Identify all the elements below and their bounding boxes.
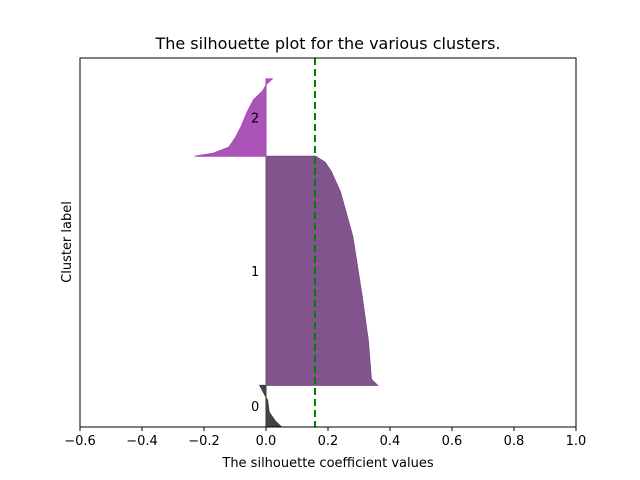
x-axis: −0.6 −0.4 −0.2 0.0 0.2 0.4 0.6 0.8 1.0 [64, 427, 586, 449]
cluster-1-silhouette [265, 155, 379, 386]
cluster-2-label: 2 [251, 112, 259, 127]
x-axis-label: The silhouette coefficient values [221, 456, 433, 471]
x-tick-label: −0.4 [126, 434, 158, 449]
plot-area: 0 1 2 [194, 58, 379, 428]
y-axis-label: Cluster label [60, 201, 75, 283]
chart-title: The silhouette plot for the various clus… [154, 34, 500, 53]
x-tick-label: 0.0 [256, 434, 277, 449]
cluster-1-label: 1 [251, 265, 259, 280]
x-tick-label: 0.2 [318, 434, 339, 449]
cluster-0-silhouette [258, 384, 283, 428]
cluster-2-silhouette [194, 78, 274, 157]
x-tick-label: −0.2 [188, 434, 220, 449]
x-tick-label: −0.6 [64, 434, 96, 449]
x-tick-label: 0.6 [442, 434, 463, 449]
x-tick-label: 0.8 [504, 434, 525, 449]
x-tick-label: 0.4 [380, 434, 401, 449]
x-tick-label: 1.0 [566, 434, 587, 449]
cluster-0-label: 0 [251, 400, 259, 415]
